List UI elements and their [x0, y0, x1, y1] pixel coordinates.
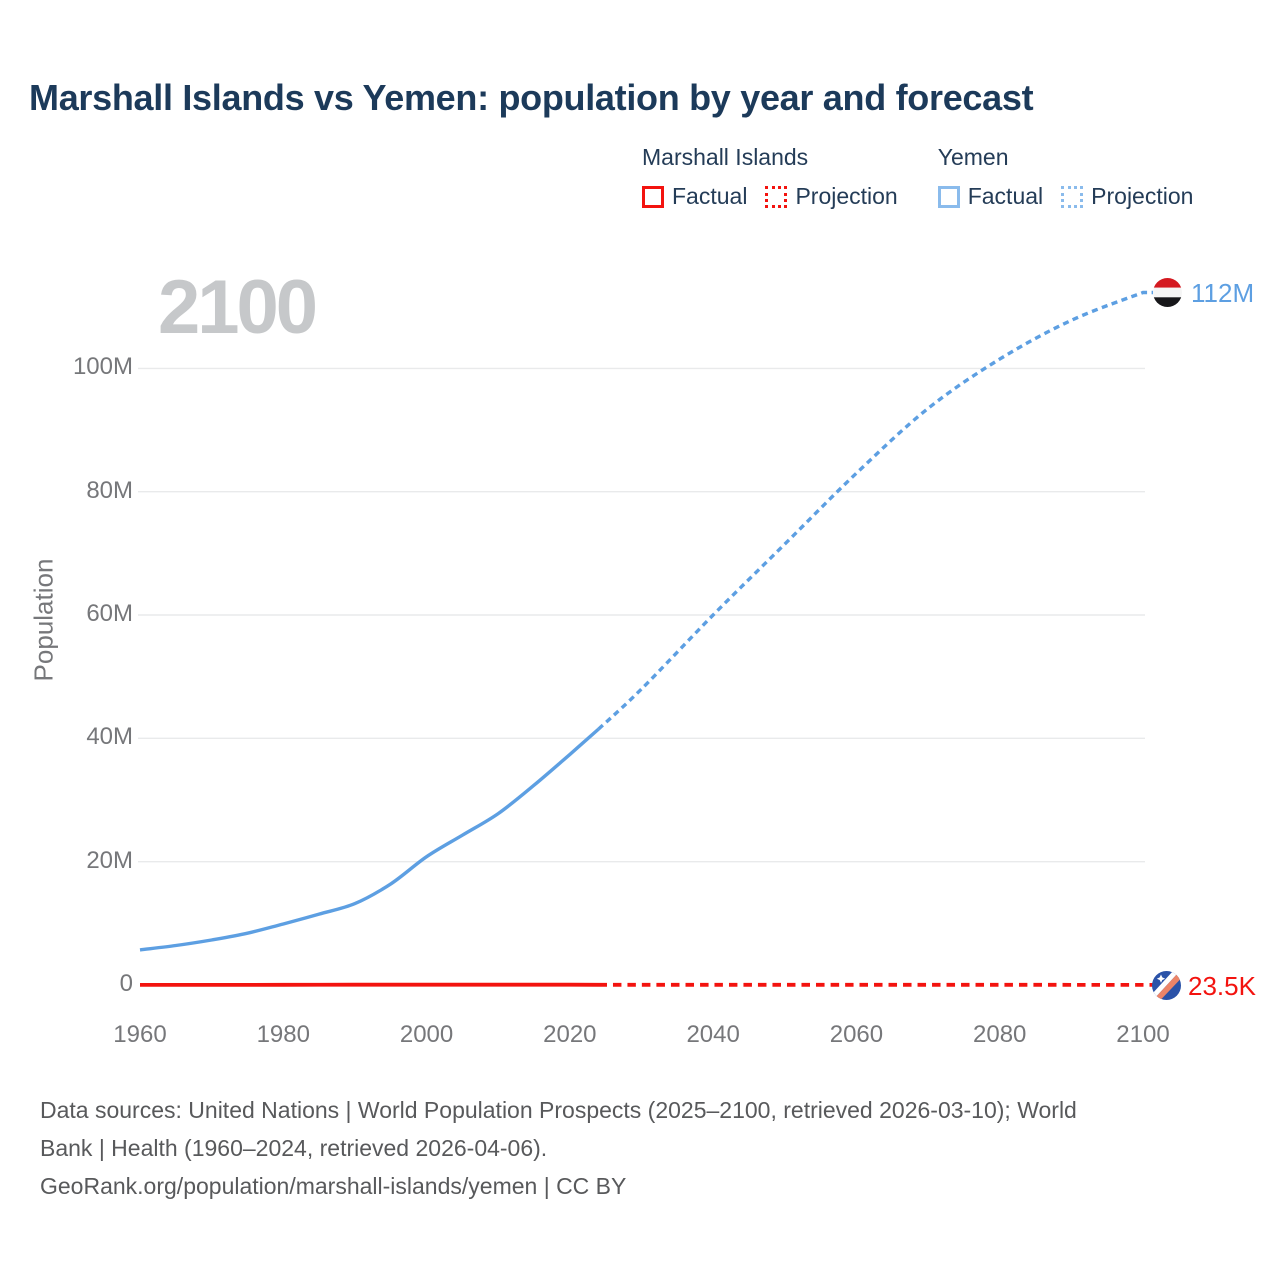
- data-sources-footer: Data sources: United Nations | World Pop…: [40, 1091, 1077, 1205]
- x-tick-label: 1980: [256, 1021, 310, 1048]
- yemen-projection-line: [597, 290, 1153, 731]
- x-tick-label: 2060: [829, 1021, 884, 1048]
- legend-item-marshall-projection[interactable]: Projection: [765, 183, 898, 210]
- yemen-factual-line: [139, 727, 600, 952]
- footer-line: Bank | Health (1960–2024, retrieved 2026…: [40, 1135, 548, 1161]
- yemen-flag-icon: [1153, 278, 1182, 307]
- marshall-islands-end-value-label: 23.5K: [1188, 971, 1256, 1001]
- legend-items: Factual Projection: [937, 183, 1193, 210]
- solid-line-swatch-icon: [642, 185, 664, 208]
- legend-group-title: Marshall Islands: [642, 144, 809, 170]
- y-tick-label: 80M: [86, 476, 133, 504]
- footer-line: Data sources: United Nations | World Pop…: [40, 1097, 1077, 1123]
- marshall-islands-flag-icon: [1152, 971, 1181, 1000]
- x-tick-label: 2080: [973, 1021, 1027, 1048]
- x-tick-label: 2020: [543, 1021, 597, 1048]
- y-tick-label: 100M: [72, 353, 133, 381]
- y-tick-label: 40M: [86, 723, 133, 751]
- legend-item-label: Projection: [1091, 183, 1194, 209]
- legend: Marshall Islands Factual Projection Yeme…: [642, 144, 1193, 210]
- legend-item-yemen-projection[interactable]: Projection: [1061, 183, 1193, 210]
- y-tick-label: 20M: [86, 846, 133, 874]
- footer-line: GeoRank.org/population/marshall-islands/…: [40, 1173, 627, 1199]
- year-watermark: 2100: [158, 265, 318, 350]
- legend-group-yemen: Yemen Factual Projection: [937, 144, 1193, 210]
- x-tick-label: 1960: [113, 1021, 167, 1048]
- legend-item-label: Factual: [672, 183, 748, 209]
- dotted-line-swatch-icon: [765, 185, 788, 208]
- legend-item-label: Factual: [967, 183, 1044, 209]
- y-tick-label: 0: [119, 970, 133, 997]
- legend-item-yemen-factual[interactable]: Factual: [937, 183, 1044, 210]
- dotted-line-swatch-icon: [1061, 185, 1084, 208]
- solid-line-swatch-icon: [937, 185, 960, 208]
- legend-group-title: Yemen: [937, 144, 1009, 170]
- y-tick-label: 60M: [86, 600, 133, 627]
- legend-group-marshall-islands: Marshall Islands Factual Projection: [642, 144, 898, 210]
- x-tick-label: 2040: [686, 1021, 740, 1048]
- legend-item-label: Projection: [795, 183, 898, 209]
- legend-items: Factual Projection: [642, 183, 898, 210]
- legend-item-marshall-factual[interactable]: Factual: [642, 183, 747, 210]
- x-tick-label: 2100: [1116, 1021, 1170, 1048]
- yemen-end-value-label: 112M: [1191, 278, 1255, 308]
- x-tick-label: 2000: [399, 1021, 454, 1048]
- chart-title: Marshall Islands vs Yemen: population by…: [29, 77, 1034, 118]
